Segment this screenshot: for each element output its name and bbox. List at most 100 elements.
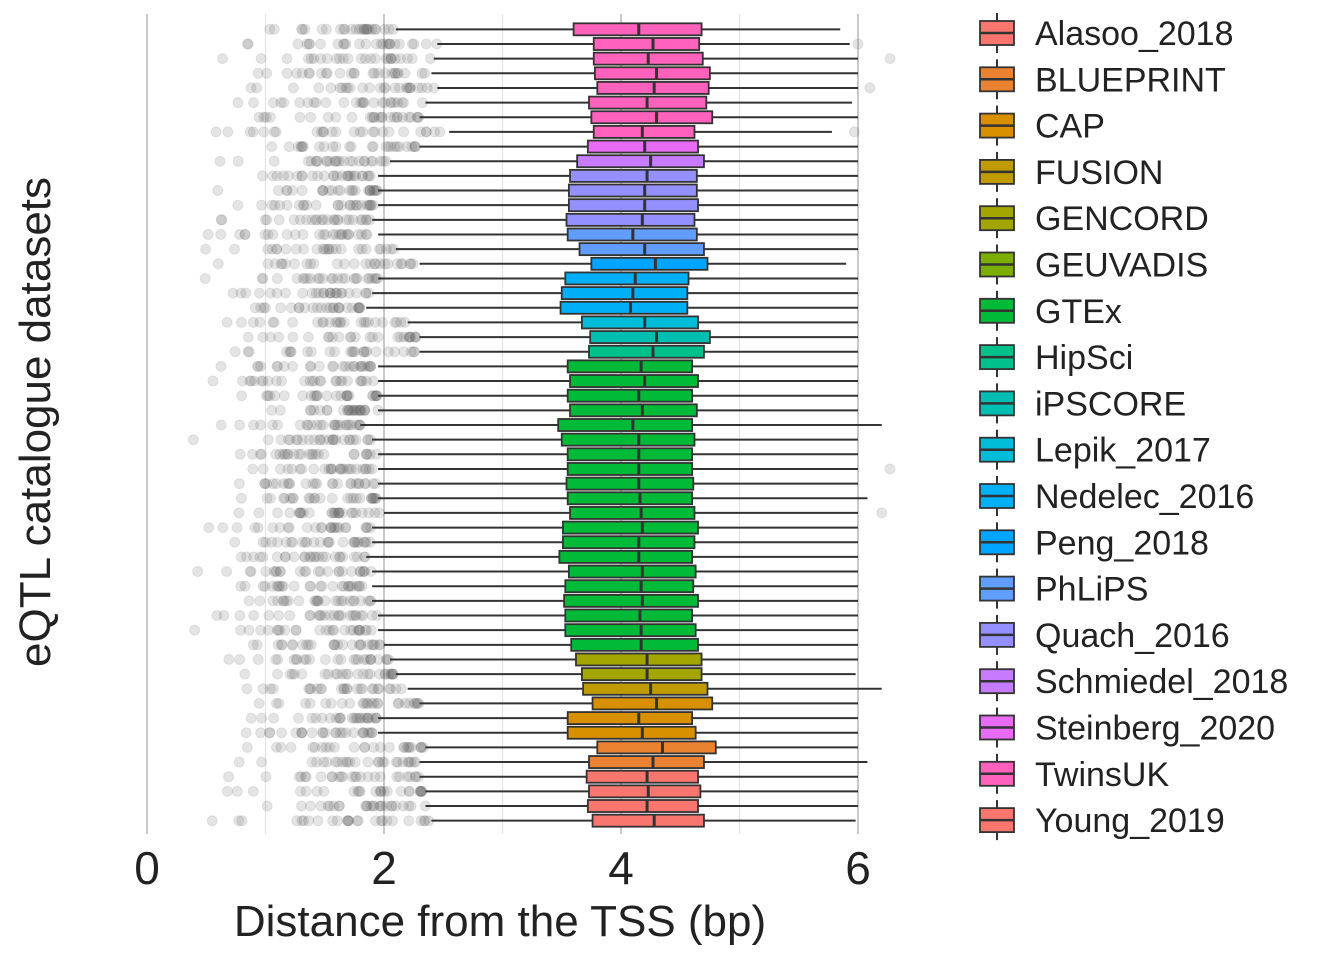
outlier-point bbox=[341, 390, 352, 402]
outlier-point bbox=[257, 331, 269, 343]
outlier-point bbox=[311, 302, 323, 314]
outlier-point bbox=[356, 683, 368, 695]
outlier-point bbox=[305, 258, 316, 270]
outlier-point bbox=[366, 727, 378, 739]
outlier-point bbox=[279, 551, 291, 563]
outlier-point bbox=[271, 273, 283, 284]
outlier-point bbox=[403, 741, 415, 753]
outlier-point bbox=[351, 815, 363, 827]
outlier-point bbox=[385, 683, 397, 695]
outlier-point bbox=[247, 639, 259, 651]
outlier-point bbox=[280, 536, 292, 548]
outlier-point bbox=[236, 390, 248, 402]
box-PhLiPS bbox=[578, 242, 705, 257]
outlier-point bbox=[273, 214, 285, 226]
outlier-point bbox=[362, 639, 374, 651]
outlier-point bbox=[268, 712, 280, 724]
outlier-point bbox=[369, 507, 381, 519]
outlier-point bbox=[334, 727, 346, 739]
outlier-point bbox=[414, 785, 426, 797]
outlier-point-high bbox=[848, 126, 860, 138]
outlier-point bbox=[332, 316, 343, 328]
outlier-point bbox=[334, 712, 346, 724]
outlier-point bbox=[334, 23, 346, 35]
outlier-point bbox=[319, 668, 331, 680]
outlier-point bbox=[351, 536, 363, 548]
outlier-point bbox=[243, 595, 255, 607]
outlier-point bbox=[277, 595, 289, 607]
outlier-point bbox=[300, 478, 312, 490]
outlier-point bbox=[331, 815, 343, 827]
outlier-point bbox=[356, 243, 368, 255]
outlier-point bbox=[344, 434, 356, 446]
outlier-point bbox=[301, 199, 313, 211]
outlier-point bbox=[284, 434, 296, 446]
legend: Alasoo_2018 BLUEPRINT CAP FUSION GENCORD GEUV… bbox=[979, 13, 1288, 841]
outlier-point bbox=[321, 302, 333, 314]
outlier-point bbox=[326, 507, 338, 519]
outlier-point bbox=[287, 82, 299, 94]
outlier-point bbox=[256, 756, 268, 768]
outlier-point bbox=[296, 23, 307, 35]
outlier-point bbox=[389, 53, 401, 65]
outlier-point bbox=[361, 23, 373, 35]
outlier-point bbox=[302, 419, 314, 431]
outlier-point bbox=[303, 38, 315, 50]
box-GTEx bbox=[564, 623, 697, 638]
outlier-point bbox=[344, 199, 356, 211]
outlier-point bbox=[282, 463, 294, 475]
outlier-point bbox=[357, 610, 369, 621]
outlier-point bbox=[350, 712, 362, 724]
outlier-point bbox=[330, 111, 342, 123]
outlier-point bbox=[326, 185, 338, 196]
outlier-point bbox=[291, 273, 303, 284]
outlier-point bbox=[341, 463, 353, 475]
outlier-point bbox=[377, 126, 389, 138]
outlier-point bbox=[329, 507, 341, 519]
outlier-point bbox=[202, 229, 214, 240]
outlier-point bbox=[290, 243, 302, 255]
outlier-point bbox=[383, 126, 395, 138]
outlier-point bbox=[331, 214, 343, 226]
outlier-point bbox=[363, 199, 375, 211]
outlier-point bbox=[354, 126, 366, 138]
outlier-point bbox=[382, 53, 394, 65]
outlier-point bbox=[278, 170, 289, 182]
outlier-point bbox=[324, 346, 336, 358]
outlier-point bbox=[347, 624, 359, 636]
outlier-point bbox=[331, 287, 343, 299]
outlier-point bbox=[340, 668, 352, 680]
outlier-point bbox=[374, 771, 386, 783]
outlier-point bbox=[302, 53, 314, 65]
outlier-point bbox=[334, 67, 346, 79]
outlier-point bbox=[239, 229, 251, 240]
outlier-point bbox=[274, 624, 286, 636]
outlier-point bbox=[284, 346, 296, 358]
box-TwinsUK bbox=[594, 66, 711, 81]
outlier-point bbox=[404, 82, 416, 94]
box-GTEx bbox=[566, 359, 693, 374]
outlier-point bbox=[254, 316, 266, 328]
outlier-point bbox=[234, 654, 246, 665]
outlier-point bbox=[293, 448, 305, 460]
outlier-point bbox=[300, 785, 312, 797]
outlier-point bbox=[343, 390, 355, 402]
outlier-point bbox=[267, 580, 279, 592]
outlier-point bbox=[342, 53, 354, 65]
box-Quach_2016 bbox=[565, 212, 696, 227]
outlier-point bbox=[342, 815, 353, 827]
outlier-point bbox=[355, 360, 366, 372]
outlier-point bbox=[399, 67, 411, 79]
outlier-point bbox=[333, 610, 345, 621]
outlier-point bbox=[266, 141, 278, 153]
outlier-point bbox=[312, 273, 324, 284]
outlier-point bbox=[357, 82, 369, 94]
outlier-point bbox=[377, 155, 389, 167]
outlier-point bbox=[389, 82, 401, 94]
outlier-point bbox=[338, 23, 350, 35]
outlier-point bbox=[318, 785, 330, 797]
outlier-point bbox=[390, 683, 402, 695]
outlier-point bbox=[295, 448, 307, 460]
outlier-point bbox=[308, 97, 320, 109]
outlier-point bbox=[330, 390, 342, 402]
